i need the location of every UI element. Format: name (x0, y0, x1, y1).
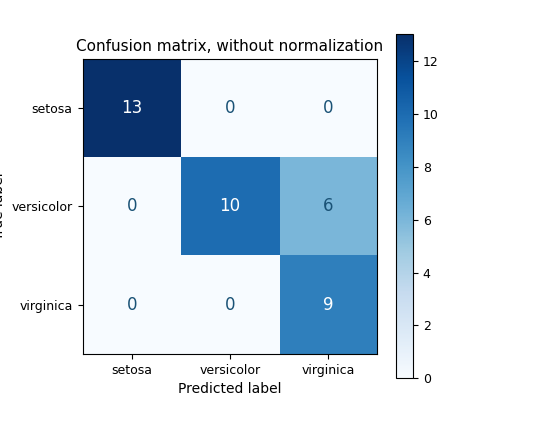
Text: 13: 13 (121, 99, 142, 117)
Text: 0: 0 (224, 296, 235, 313)
Title: Confusion matrix, without normalization: Confusion matrix, without normalization (76, 39, 383, 54)
Text: 0: 0 (224, 99, 235, 117)
Text: 0: 0 (323, 99, 333, 117)
Y-axis label: True label: True label (0, 172, 6, 240)
Text: 6: 6 (323, 197, 333, 215)
Text: 0: 0 (126, 296, 137, 313)
Text: 0: 0 (126, 197, 137, 215)
Text: 10: 10 (219, 197, 240, 215)
X-axis label: Predicted label: Predicted label (178, 382, 282, 396)
Text: 9: 9 (323, 296, 333, 313)
